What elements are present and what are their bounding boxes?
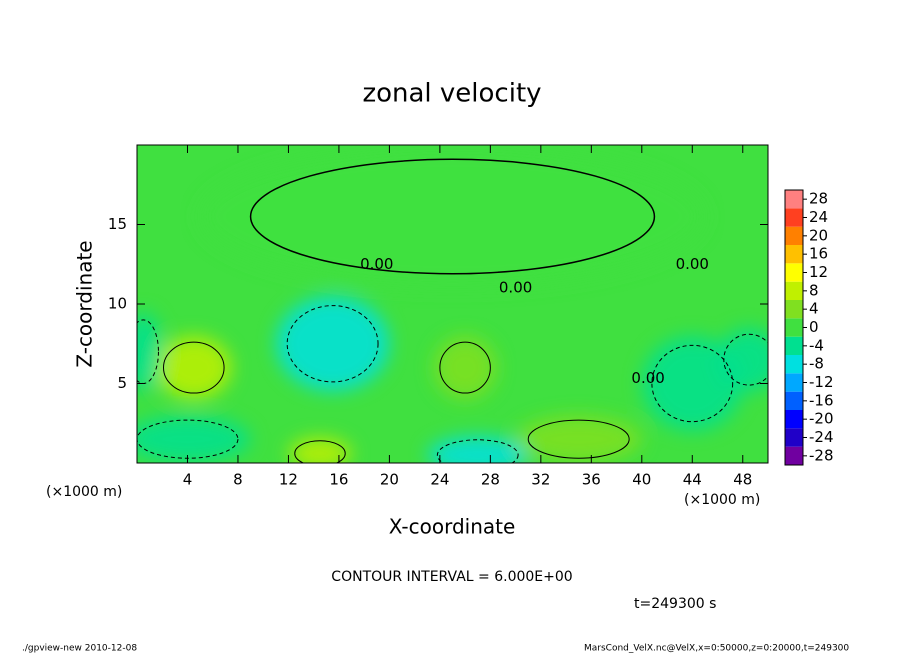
contour-line xyxy=(249,158,656,275)
field-region xyxy=(137,311,163,392)
x-axis-label: X-coordinate xyxy=(389,515,516,539)
colorbar-bin xyxy=(785,245,803,264)
x-tick-label: 4 xyxy=(183,471,193,489)
x-tick-label: 32 xyxy=(531,471,550,489)
colorbar-bin xyxy=(785,391,803,410)
colorbar-label: -16 xyxy=(809,391,834,409)
colorbar-label: -12 xyxy=(809,373,834,391)
contour-label: 0.00 xyxy=(360,255,393,273)
field-regions xyxy=(137,145,768,463)
colorbar-label: 16 xyxy=(809,245,828,263)
colorbar-label: 20 xyxy=(809,226,828,244)
contour-line xyxy=(527,419,630,459)
field-region xyxy=(427,435,529,463)
contour-line xyxy=(651,344,734,423)
colorbar-label: -28 xyxy=(809,446,834,464)
colorbar-label: -20 xyxy=(809,410,834,428)
chart-title: zonal velocity xyxy=(362,79,541,109)
colorbar-bin xyxy=(785,410,803,429)
x-unit: (×1000 m) xyxy=(46,484,122,500)
colorbar-bin xyxy=(785,190,803,209)
colorbar-bin xyxy=(785,336,803,355)
y-tick-label: 5 xyxy=(117,374,127,392)
colorbar-label: 8 xyxy=(809,281,819,299)
y-tick-label: 10 xyxy=(108,295,127,313)
field xyxy=(137,145,768,463)
field-region xyxy=(433,335,497,400)
field-region xyxy=(137,415,251,463)
contour-label: 0.00 xyxy=(631,369,664,387)
contour-line xyxy=(439,341,491,394)
x-unit: (×1000 m) xyxy=(684,492,760,508)
footer-left: ./gpview-new 2010-12-08 xyxy=(22,644,137,654)
contour-label: 0.00 xyxy=(676,255,709,273)
colorbar-label: 24 xyxy=(809,208,828,226)
colorbar-bin xyxy=(785,208,803,227)
colorbar-bin xyxy=(785,355,803,374)
colorbar-bin xyxy=(785,428,803,447)
field-region xyxy=(155,335,232,400)
colorbar-bin xyxy=(785,318,803,337)
colorbar-label: -24 xyxy=(809,428,834,446)
x-tick-label: 16 xyxy=(329,471,348,489)
colorbar-bin xyxy=(785,281,803,300)
x-tick-label: 20 xyxy=(380,471,399,489)
colorbar-label: -8 xyxy=(809,355,824,373)
x-tick-label: 48 xyxy=(733,471,752,489)
y-axis-label: Z-coordinate xyxy=(73,240,97,367)
contour-line xyxy=(163,341,225,394)
colorbar-label: 28 xyxy=(809,190,828,208)
x-tick-label: 28 xyxy=(481,471,500,489)
colorbar-label: -4 xyxy=(809,336,824,354)
contour-line xyxy=(286,305,379,383)
x-tick-label: 44 xyxy=(683,471,702,489)
time-label: t=249300 s xyxy=(634,596,716,612)
field-region xyxy=(275,296,390,392)
colorbar-bin xyxy=(785,300,803,319)
colorbar-bin xyxy=(785,373,803,392)
x-tick-label: 24 xyxy=(430,471,449,489)
colorbar-bin xyxy=(785,263,803,282)
footer-right: MarsCond_VelX.nc@VelX,x=0:50000,z=0:2000… xyxy=(584,644,849,654)
field-region xyxy=(200,145,705,289)
y-tick-label: 15 xyxy=(108,215,127,233)
colorbar-label: 0 xyxy=(809,318,819,336)
colorbar-bin xyxy=(785,446,803,465)
field-region xyxy=(641,335,743,432)
contour-label: 0.00 xyxy=(499,279,532,297)
field-region xyxy=(288,437,352,463)
colorbar-bin xyxy=(785,226,803,245)
colorbar-label: 12 xyxy=(809,263,828,281)
contour-interval: CONTOUR INTERVAL = 6.000E+00 xyxy=(331,569,572,585)
x-tick-label: 40 xyxy=(632,471,651,489)
colorbar-label: 4 xyxy=(809,300,819,318)
contour-line xyxy=(294,440,346,463)
field-region xyxy=(515,415,642,463)
x-tick-label: 36 xyxy=(582,471,601,489)
x-tick-label: 12 xyxy=(279,471,298,489)
contour-line xyxy=(436,439,519,463)
x-tick-label: 8 xyxy=(233,471,243,489)
